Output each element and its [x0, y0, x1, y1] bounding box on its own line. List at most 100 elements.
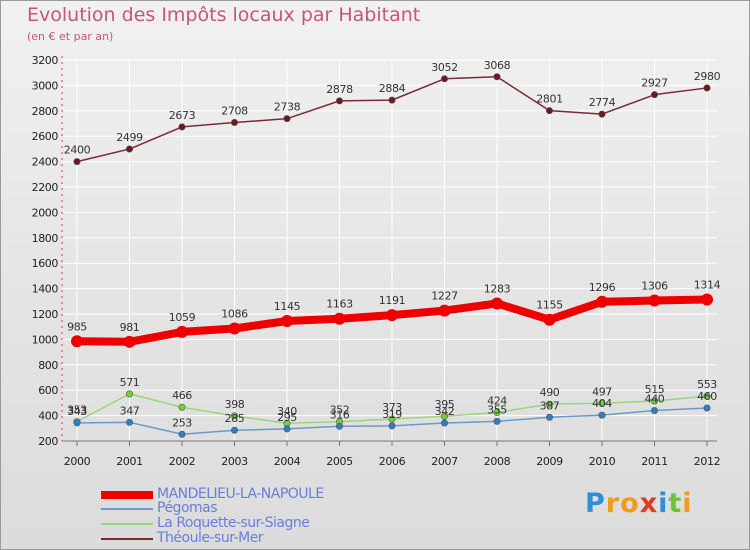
data-point — [335, 422, 343, 430]
data-point — [545, 107, 553, 115]
data-point — [176, 325, 188, 338]
data-label: 347 — [120, 404, 140, 417]
data-label: 2927 — [641, 77, 668, 90]
data-label: 387 — [540, 399, 560, 412]
data-label: 1145 — [274, 300, 301, 313]
data-label: 424 — [487, 395, 507, 408]
data-point — [335, 97, 343, 105]
data-point — [231, 118, 239, 126]
logo-letter: P — [585, 488, 606, 519]
y-tick-label: 2800 — [32, 105, 59, 118]
data-point — [493, 417, 501, 425]
x-tick-label: 2006 — [379, 455, 406, 468]
legend-label: La Roquette-sur-Siagne — [157, 515, 310, 531]
data-point — [598, 411, 606, 419]
y-tick-label: 3000 — [32, 79, 59, 92]
data-point — [73, 158, 81, 166]
data-label: 490 — [540, 386, 560, 399]
data-point — [283, 425, 291, 433]
data-point — [281, 314, 293, 327]
data-label: 295 — [277, 411, 297, 424]
y-tick-label: 200 — [38, 435, 58, 448]
data-label: 352 — [330, 404, 350, 417]
data-label: 1191 — [379, 294, 405, 307]
data-label: 1059 — [169, 311, 196, 324]
data-point — [71, 335, 83, 348]
data-label: 285 — [225, 412, 245, 425]
data-label: 373 — [382, 401, 402, 414]
data-label: 2738 — [274, 101, 301, 114]
data-point — [388, 96, 396, 104]
data-point — [386, 309, 398, 322]
y-tick-label: 2000 — [32, 206, 59, 219]
data-label: 395 — [435, 398, 455, 411]
data-point — [493, 73, 501, 81]
data-label: 460 — [697, 390, 717, 403]
data-point — [438, 304, 451, 317]
logo-letter: i — [658, 488, 669, 519]
data-label: 3068 — [484, 59, 511, 72]
data-point — [231, 412, 239, 420]
legend-swatch — [101, 508, 153, 510]
data-point — [650, 397, 658, 405]
legend-swatch — [101, 538, 153, 540]
data-point — [650, 407, 658, 415]
data-label: 319 — [382, 408, 402, 421]
data-label: 355 — [487, 403, 507, 416]
data-label: 343 — [67, 405, 87, 418]
data-label: 2673 — [169, 109, 196, 122]
data-point — [493, 409, 501, 417]
data-point — [545, 400, 553, 408]
data-point — [126, 418, 134, 426]
data-point — [126, 145, 134, 153]
data-label: 3052 — [431, 61, 457, 74]
data-point — [440, 75, 448, 83]
data-point — [543, 313, 556, 326]
data-label: 440 — [645, 393, 665, 406]
y-tick-label: 400 — [38, 410, 58, 423]
legend-swatch — [101, 523, 153, 525]
data-label: 1296 — [589, 281, 616, 294]
data-label: 571 — [120, 376, 140, 389]
data-label: 466 — [172, 389, 192, 402]
data-label: 1306 — [641, 280, 668, 293]
data-point — [231, 426, 239, 434]
data-label: 1314 — [694, 279, 721, 292]
data-point — [703, 404, 711, 412]
data-label: 353 — [67, 404, 87, 417]
data-point — [178, 123, 186, 131]
data-label: 2499 — [116, 131, 143, 144]
data-label: 2708 — [221, 104, 248, 117]
proxiti-logo: Proxiti — [585, 488, 693, 519]
y-tick-label: 1600 — [32, 257, 59, 270]
legend-swatch — [101, 491, 153, 499]
x-tick-label: 2012 — [694, 455, 720, 468]
logo-letter: t — [668, 488, 683, 519]
x-tick-label: 2002 — [169, 455, 195, 468]
data-label: 2801 — [536, 93, 562, 106]
data-point — [491, 297, 503, 310]
logo-letter: o — [620, 488, 640, 519]
data-point — [333, 312, 346, 325]
data-label: 398 — [225, 398, 245, 411]
data-point — [388, 422, 396, 430]
y-tick-label: 2600 — [32, 130, 59, 143]
data-point — [228, 322, 241, 335]
y-tick-label: 1400 — [32, 283, 59, 296]
data-point — [283, 115, 291, 123]
logo-letter: r — [605, 488, 621, 519]
data-label: 2400 — [64, 144, 91, 157]
data-point — [126, 390, 134, 398]
y-tick-label: 800 — [38, 359, 58, 372]
data-label: 1155 — [536, 299, 563, 312]
data-label: 404 — [592, 397, 612, 410]
data-label: 342 — [435, 405, 455, 418]
x-tick-label: 2009 — [536, 455, 563, 468]
data-label: 985 — [67, 320, 87, 333]
data-label: 1163 — [326, 298, 353, 311]
data-label: 1283 — [484, 282, 511, 295]
data-label: 316 — [330, 408, 350, 421]
y-tick-label: 1200 — [32, 308, 59, 321]
